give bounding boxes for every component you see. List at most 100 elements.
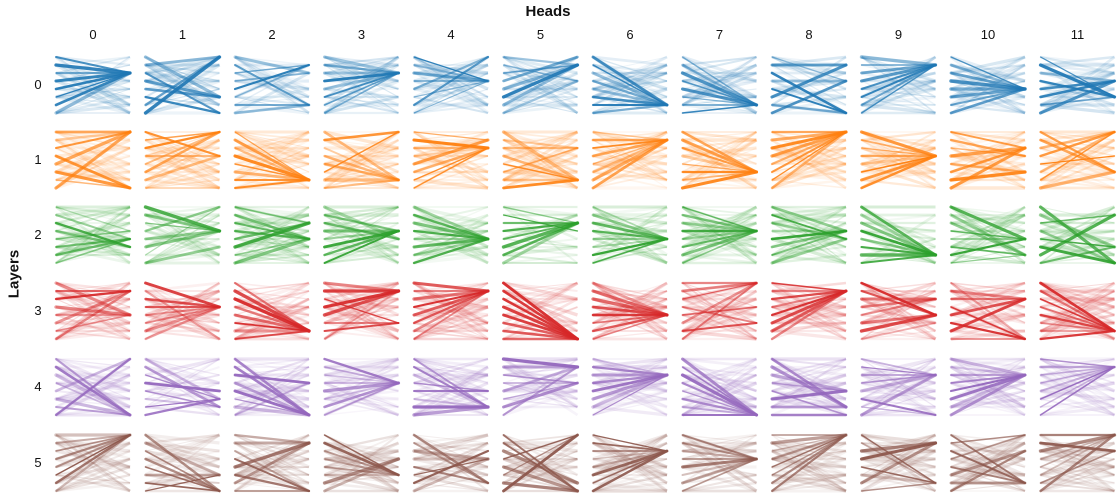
attention-line [413, 366, 489, 392]
attention-line [413, 330, 489, 340]
attention-line [144, 306, 221, 316]
attention-line [322, 71, 401, 91]
attention-line [770, 229, 848, 249]
attention-line [324, 155, 399, 181]
attention-line [771, 178, 847, 190]
attention-panel [233, 357, 311, 417]
attention-line [592, 389, 668, 417]
attention-line [503, 238, 578, 248]
attention-line [323, 229, 400, 249]
attention-panel [770, 130, 848, 190]
attention-line [55, 138, 131, 166]
attention-line [681, 305, 758, 341]
attention-line [502, 281, 579, 333]
attention-line [770, 130, 848, 190]
attention-line [861, 88, 936, 98]
attention-line [592, 64, 668, 82]
attention-line [591, 373, 669, 401]
attention-line [234, 104, 310, 114]
attention-line [55, 289, 131, 317]
attention-line [412, 237, 490, 265]
attention-line [324, 147, 399, 165]
attention-panel [322, 357, 401, 417]
attention-line [502, 63, 579, 115]
attention-line [950, 374, 1026, 408]
attention-line [1038, 170, 1117, 190]
attention-line [412, 55, 490, 91]
attention-line [55, 205, 131, 217]
attention-panel [144, 357, 221, 417]
attention-line [501, 63, 580, 99]
attention-panel [54, 357, 132, 417]
attention-line [1040, 458, 1115, 492]
attention-line [234, 222, 310, 264]
attention-line [1040, 214, 1115, 248]
attention-line [1040, 139, 1115, 157]
attention-line [413, 358, 489, 384]
attention-line [861, 55, 936, 67]
attention-panel [591, 55, 669, 115]
attention-line [503, 96, 578, 114]
attention-line [145, 238, 220, 256]
attention-line [771, 95, 847, 115]
attention-line [54, 71, 132, 91]
attention-line [682, 374, 757, 392]
attention-line [771, 390, 847, 416]
attention-line [234, 139, 310, 157]
attention-panel [501, 205, 580, 265]
attention-line [1040, 381, 1115, 393]
attention-line [771, 366, 847, 384]
attention-line [861, 390, 936, 416]
attention-line [950, 55, 1026, 83]
attention-line [145, 313, 220, 333]
attention-line [950, 222, 1026, 232]
attention-line [681, 357, 758, 401]
attention-line [413, 358, 489, 408]
attention-line [323, 229, 400, 257]
attention-line [413, 79, 489, 107]
attention-line [55, 230, 131, 240]
attention-panel [1039, 281, 1116, 341]
attention-line [950, 374, 1026, 384]
attention-line [770, 130, 848, 174]
attention-line [771, 458, 847, 484]
attention-line [323, 55, 400, 91]
attention-line [861, 449, 936, 461]
attention-line [145, 147, 220, 173]
attention-line [949, 146, 1027, 158]
attention-line [503, 170, 578, 182]
attention-line [413, 433, 489, 453]
attention-line [502, 281, 579, 325]
attention-line [502, 313, 579, 341]
attention-line [145, 229, 220, 257]
attention-line [860, 79, 937, 115]
attention-line [502, 130, 579, 182]
attention-line [145, 281, 220, 293]
attention-line [144, 229, 221, 249]
attention-line [233, 55, 311, 75]
head-label: 0 [89, 27, 97, 42]
attention-line [502, 329, 579, 341]
attention-line [503, 282, 578, 300]
attention-line [413, 79, 489, 91]
attention-line [860, 229, 937, 257]
attention-line [859, 441, 938, 461]
attention-line [324, 474, 399, 484]
attention-line [145, 289, 220, 309]
attention-line [55, 246, 131, 264]
attention-panel [233, 281, 311, 341]
attention-line [413, 206, 489, 224]
attention-line [412, 449, 490, 485]
attention-line [861, 139, 936, 181]
attention-line [592, 441, 668, 469]
attention-line [144, 213, 221, 249]
attention-line [55, 138, 131, 190]
attention-line [503, 96, 578, 106]
attention-line [324, 373, 399, 385]
attention-line [682, 434, 757, 444]
attention-line [502, 79, 579, 115]
attention-line [145, 374, 220, 392]
attention-line [323, 131, 400, 173]
attention-line [234, 282, 310, 316]
attention-line [324, 441, 399, 461]
